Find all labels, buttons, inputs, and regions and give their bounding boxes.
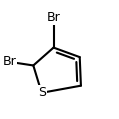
Text: S: S — [38, 86, 46, 99]
Text: Br: Br — [3, 55, 16, 68]
Text: Br: Br — [47, 11, 60, 24]
